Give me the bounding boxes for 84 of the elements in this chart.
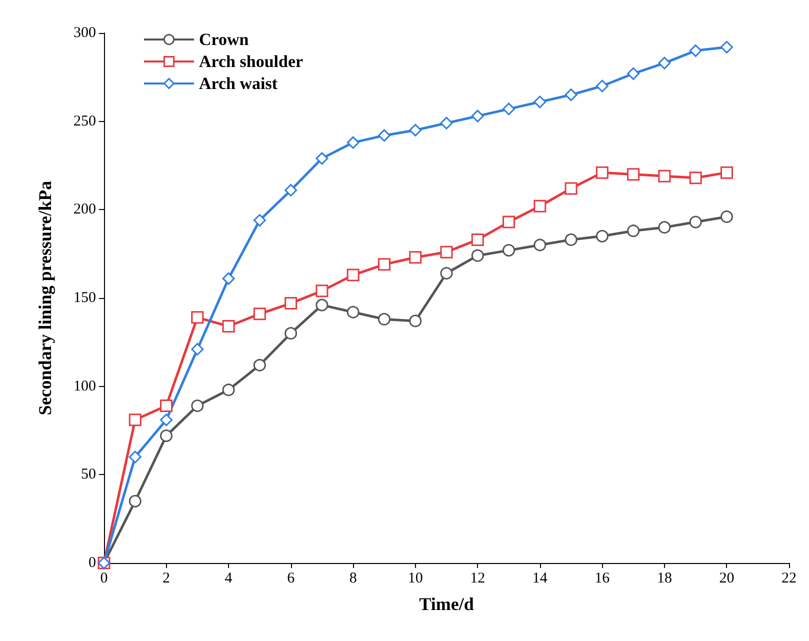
point	[564, 88, 578, 102]
point	[222, 272, 235, 285]
point	[316, 284, 328, 298]
point	[627, 67, 640, 80]
point	[160, 430, 173, 442]
x-tick-label: 14	[532, 570, 548, 586]
legend-label: Arch waist	[199, 74, 278, 93]
point	[346, 268, 360, 282]
point	[564, 233, 578, 246]
x-tick-label: 20	[719, 570, 734, 586]
x-tick-label: 6	[287, 570, 296, 586]
point	[409, 314, 422, 328]
point	[409, 251, 422, 264]
x-tick-label: 16	[594, 570, 610, 586]
point	[596, 80, 608, 92]
y-tick-label: 50	[81, 466, 96, 483]
point	[689, 216, 702, 228]
point	[658, 56, 671, 70]
x-tick-label: 2	[162, 570, 170, 586]
point	[534, 200, 546, 212]
x-tick-label: 12	[470, 570, 486, 586]
point	[534, 96, 546, 108]
x-tick-label: 18	[656, 570, 672, 586]
y-tick-label: 150	[74, 290, 96, 306]
x-tick-label: 4	[224, 570, 233, 586]
point	[191, 311, 204, 324]
y-tick-label: 0	[88, 555, 96, 571]
point	[378, 258, 390, 271]
point	[440, 116, 453, 130]
point	[720, 40, 733, 54]
y-axis-title: Secondary lining pressure/kPa	[35, 180, 55, 416]
point	[191, 342, 204, 356]
point	[720, 210, 733, 223]
point	[502, 102, 516, 116]
point	[564, 182, 578, 195]
point	[222, 320, 235, 333]
point	[284, 327, 298, 340]
legend-label: Crown	[199, 30, 250, 49]
point	[409, 124, 422, 136]
point	[378, 312, 390, 326]
point	[720, 166, 733, 179]
point	[253, 358, 266, 372]
point	[689, 44, 702, 57]
x-tick-label: 8	[349, 570, 357, 586]
y-tick-label: 250	[74, 113, 96, 130]
y-tick-label: 100	[74, 378, 96, 394]
point	[596, 230, 608, 242]
x-tick-label: 22	[782, 570, 796, 586]
point	[160, 400, 173, 412]
point	[253, 308, 266, 320]
point	[689, 172, 702, 184]
y-tick-label: 200	[74, 202, 96, 218]
point	[627, 224, 640, 238]
legend-label: Arch shoulder	[199, 52, 304, 71]
point	[128, 414, 142, 426]
point	[471, 233, 484, 246]
point	[596, 166, 608, 179]
point	[128, 450, 142, 464]
x-tick-label: 0	[100, 570, 108, 586]
point	[502, 216, 516, 228]
x-tick-label: 10	[408, 570, 423, 586]
point	[222, 384, 235, 396]
point	[191, 400, 204, 412]
y-tick-label: 300	[74, 25, 96, 41]
point	[440, 246, 453, 258]
point	[284, 184, 298, 196]
point	[316, 298, 328, 312]
point	[346, 306, 360, 318]
point	[534, 238, 546, 252]
point	[627, 168, 640, 181]
point	[346, 136, 360, 149]
point	[502, 244, 516, 257]
x-axis-title: Time/d	[419, 594, 474, 614]
point	[440, 267, 453, 280]
point	[658, 170, 671, 182]
point	[471, 249, 484, 262]
point	[128, 494, 142, 508]
point	[378, 129, 390, 142]
point	[284, 297, 298, 310]
point	[316, 152, 328, 165]
point	[160, 414, 173, 426]
point	[471, 110, 484, 122]
point	[658, 221, 671, 234]
point	[253, 214, 266, 227]
